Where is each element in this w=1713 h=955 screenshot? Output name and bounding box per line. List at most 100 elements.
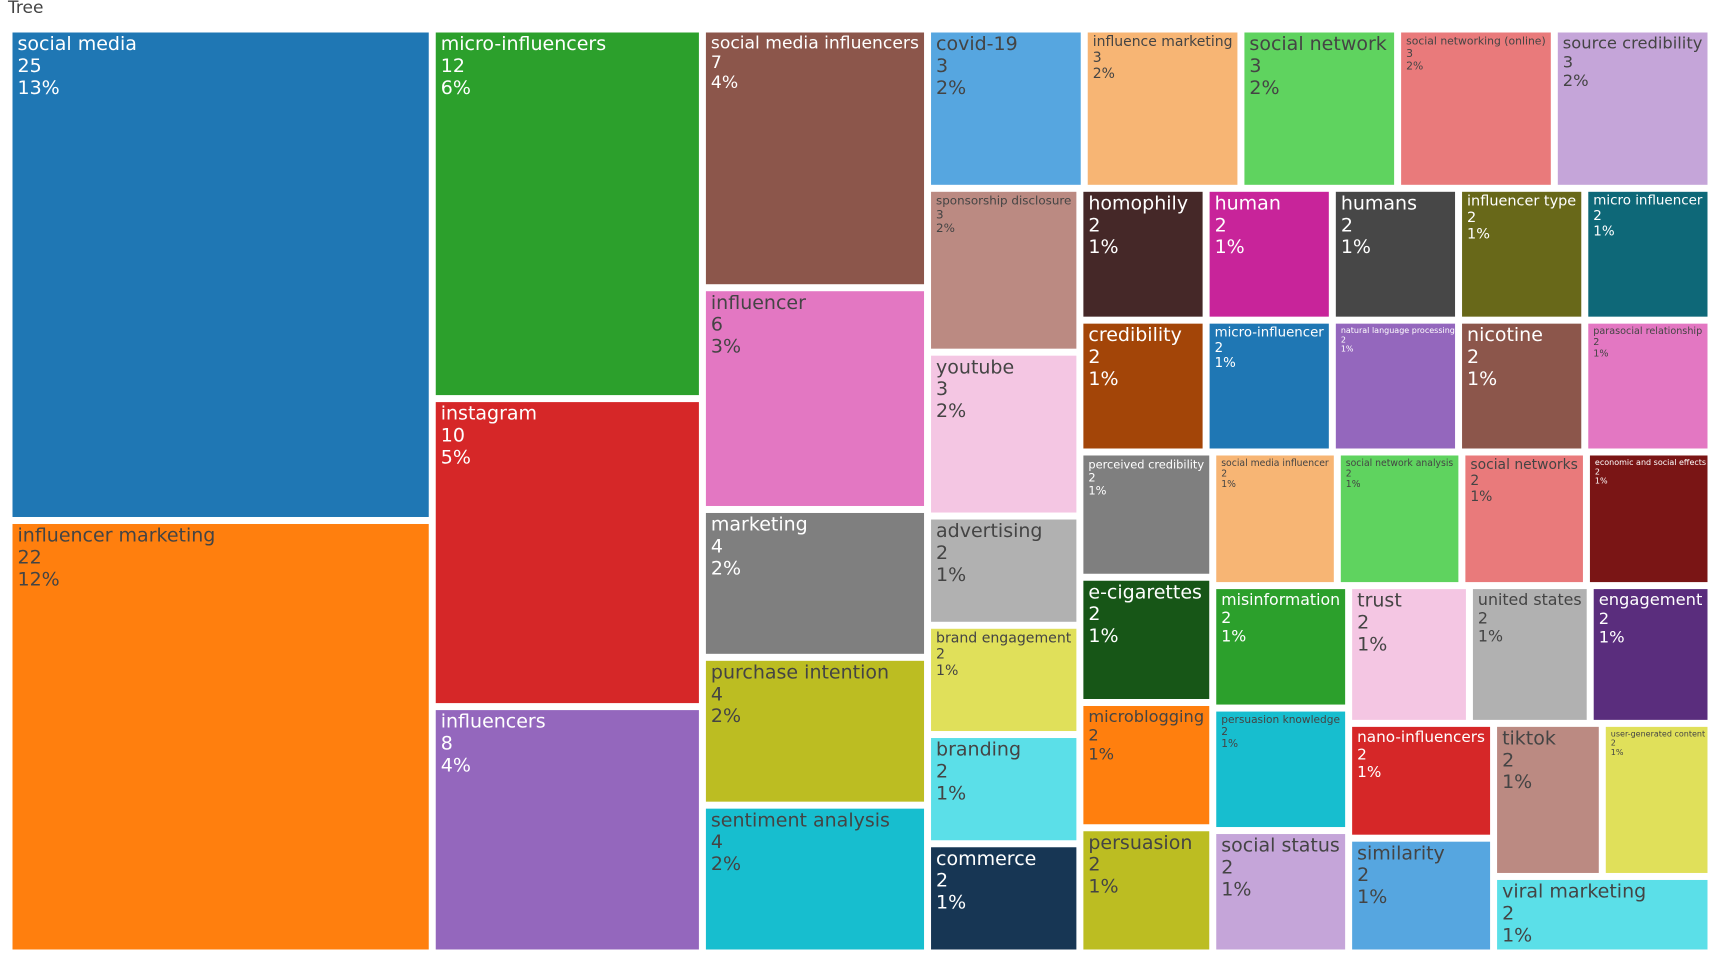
tile-rect — [705, 808, 925, 950]
tile-rect — [705, 660, 925, 802]
tile-value: 2 — [1357, 612, 1369, 634]
tile-value: 3 — [936, 55, 948, 77]
tile-rect — [1083, 323, 1203, 449]
tile-label: influencer — [711, 292, 806, 314]
tile-rect — [1083, 831, 1210, 950]
tile-label: social network analysis — [1346, 458, 1454, 469]
tile-label: tiktok — [1502, 727, 1556, 749]
tile-rect — [1216, 455, 1334, 583]
tile-value: 2 — [1088, 470, 1095, 484]
tile-rect — [1209, 323, 1329, 449]
tile-value: 2 — [1502, 902, 1514, 924]
tile-rect — [1083, 580, 1210, 699]
tile-value: 2 — [1088, 603, 1100, 625]
tile-value: 3 — [1406, 47, 1413, 60]
tile-value: 3 — [1249, 55, 1261, 77]
tile-rect — [12, 523, 429, 950]
tile-rect — [1462, 323, 1582, 449]
tile-label: micro influencer — [1593, 194, 1703, 209]
tile-value: 2 — [936, 760, 948, 782]
tile-label: youtube — [936, 356, 1014, 378]
tile-percent: 1% — [936, 663, 958, 679]
tile-rect — [931, 355, 1077, 513]
tile-label: homophily — [1088, 192, 1188, 214]
tile-rect — [1083, 705, 1210, 825]
tile-percent: 1% — [1357, 633, 1387, 655]
tile-value: 2 — [1357, 864, 1369, 886]
tile-rect — [12, 32, 429, 517]
tile-label: viral marketing — [1502, 881, 1646, 903]
tile-label: social media influencers — [711, 34, 919, 54]
tile-percent: 5% — [441, 446, 471, 468]
tile-percent: 1% — [1478, 626, 1503, 645]
tile-value: 4 — [711, 535, 723, 557]
tile-value: 2 — [1502, 749, 1514, 771]
tile-percent: 1% — [1088, 368, 1118, 390]
tile-value: 4 — [711, 831, 723, 853]
tile-percent: 1% — [1593, 225, 1615, 240]
tile-value: 2 — [1088, 346, 1100, 368]
tile-value: 2 — [1341, 214, 1353, 236]
tile-label: social media influencer — [1221, 458, 1329, 469]
tile-rect — [705, 291, 925, 506]
tile-percent: 1% — [1502, 924, 1532, 946]
tile-value: 2 — [1470, 473, 1479, 489]
tile-value: 2 — [936, 870, 948, 892]
tile-rect — [1589, 455, 1708, 583]
tile-rect — [1087, 32, 1238, 185]
tile-percent: 1% — [1215, 236, 1245, 258]
tile-percent: 2% — [1406, 59, 1423, 72]
tile-percent: 2% — [1249, 77, 1279, 99]
tile-percent: 2% — [936, 221, 955, 235]
tile-percent: 4% — [441, 754, 471, 776]
tile-value: 3 — [936, 207, 944, 221]
tile-value: 2 — [1088, 854, 1100, 876]
tile-rect — [1588, 323, 1708, 449]
tile-value: 2 — [936, 542, 948, 564]
tile-value: 2 — [1357, 746, 1367, 764]
tile-rect — [435, 32, 699, 396]
tile-label: sentiment analysis — [711, 809, 890, 831]
tile-value: 2 — [1346, 469, 1352, 480]
tile-value: 4 — [711, 683, 723, 705]
tile-label: nano-influencers — [1357, 728, 1485, 746]
tile-percent: 3% — [711, 336, 741, 358]
tile-value: 3 — [936, 378, 948, 400]
tile-label: instagram — [441, 403, 537, 425]
tile-value: 2 — [1599, 609, 1609, 628]
tile-percent: 2% — [711, 705, 741, 727]
tile-label: influencers — [441, 711, 546, 733]
tile-percent: 1% — [1221, 878, 1251, 900]
chart-title: Tree — [7, 0, 43, 18]
tile-rect — [435, 402, 699, 704]
tile-percent: 1% — [1599, 628, 1625, 647]
tile-rect — [1209, 191, 1329, 317]
tile-rect — [1352, 841, 1491, 950]
tile-label: influencer type — [1467, 193, 1576, 209]
tile-label: united states — [1478, 590, 1582, 609]
tile-rect — [1216, 589, 1346, 705]
tile-label: trust — [1357, 590, 1402, 612]
tile-percent: 1% — [1467, 368, 1497, 390]
tile-label: social status — [1221, 835, 1340, 857]
